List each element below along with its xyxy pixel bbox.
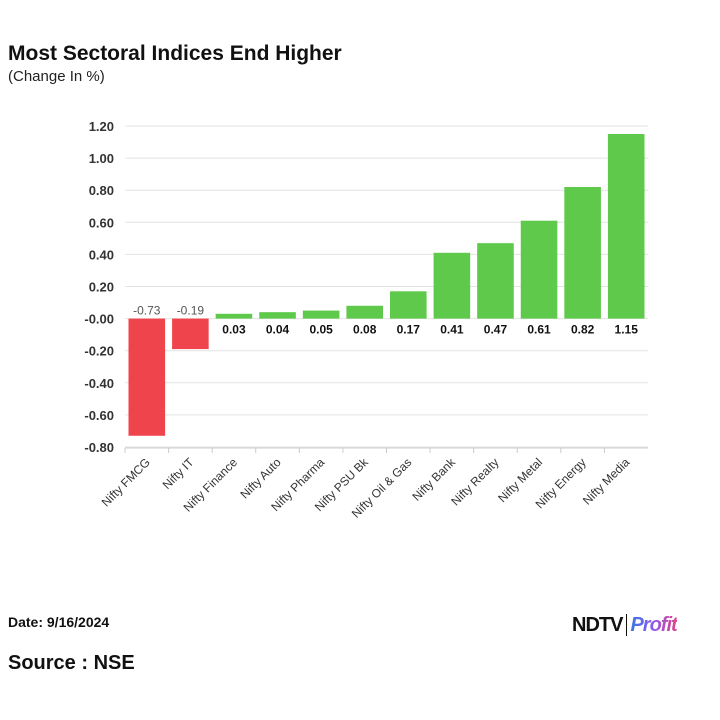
- bar: [520, 220, 558, 319]
- data-label: -0.73: [133, 304, 161, 318]
- chart-title: Most Sectoral Indices End Higher: [8, 42, 342, 65]
- x-tick-label: Nifty Realty: [448, 455, 501, 508]
- bar: [564, 186, 601, 319]
- y-tick-label: 0.80: [89, 183, 114, 198]
- bar: [433, 252, 471, 319]
- bar: [259, 312, 296, 319]
- data-label: -0.19: [177, 304, 205, 318]
- y-tick-label: 1.00: [89, 151, 114, 166]
- data-label: 0.17: [397, 323, 421, 337]
- y-tick-label: -0.20: [84, 344, 114, 359]
- data-label: 0.04: [266, 323, 290, 337]
- bar: [346, 305, 383, 319]
- data-label: 0.03: [222, 323, 246, 337]
- chart-subtitle: (Change In %): [8, 68, 105, 85]
- date-label: Date: 9/16/2024: [8, 614, 110, 630]
- data-label: 0.41: [440, 323, 464, 337]
- y-tick-label: -0.80: [84, 440, 114, 455]
- y-tick-label: -0.40: [84, 376, 114, 391]
- y-tick-label: -0.00: [84, 312, 114, 327]
- source-label: Source : NSE: [8, 652, 135, 674]
- y-tick-label: 0.60: [89, 215, 114, 230]
- x-tick-label: Nifty IT: [160, 455, 197, 492]
- bar: [390, 291, 427, 319]
- bar: [172, 318, 209, 350]
- data-label: 0.47: [484, 323, 508, 337]
- data-label: 1.15: [615, 323, 639, 337]
- data-label: 0.61: [527, 323, 551, 337]
- bar: [477, 243, 514, 319]
- data-label: 0.82: [571, 323, 595, 337]
- bar: [607, 134, 645, 319]
- bar: [128, 318, 166, 436]
- bar-chart: 1.20 1.00 0.80 0.60 0.40 0.20 -0.00 -0.20 -0.40 -…: [84, 119, 648, 521]
- y-tick-label: 0.40: [89, 247, 114, 262]
- ndtv-profit-logo: NDTV Profit: [572, 614, 678, 636]
- bar: [302, 310, 340, 319]
- data-label: 0.05: [309, 323, 333, 337]
- x-tick-label: Nifty FMCG: [99, 455, 153, 509]
- y-tick-label: 0.20: [89, 280, 114, 295]
- y-tick-label: -0.60: [84, 408, 114, 423]
- y-tick-label: 1.20: [89, 119, 114, 134]
- data-label: 0.08: [353, 323, 377, 337]
- x-tick-label: Nifty Media: [580, 455, 633, 508]
- bar: [215, 313, 253, 319]
